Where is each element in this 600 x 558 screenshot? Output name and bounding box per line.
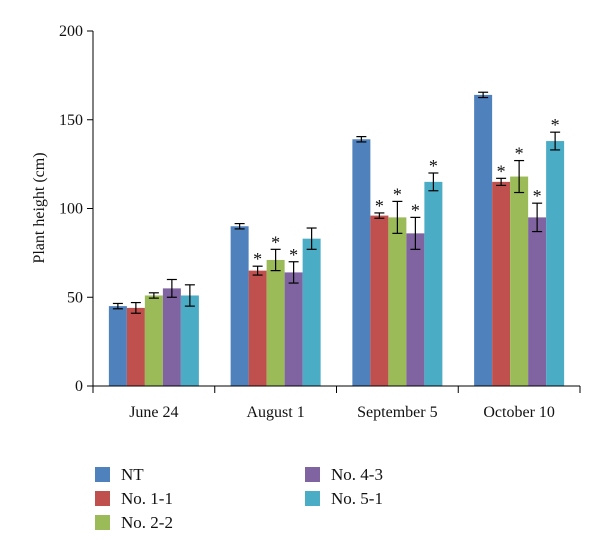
significance-marker: *: [253, 249, 262, 269]
significance-marker: *: [497, 161, 506, 181]
bar: [230, 226, 249, 386]
y-tick-label: 50: [67, 289, 83, 306]
legend-item: No. 4-3: [305, 465, 383, 484]
bar: [180, 295, 199, 386]
bar: [492, 181, 511, 386]
legend-item: No. 5-1: [305, 489, 383, 508]
legend-item: NT: [95, 465, 144, 484]
bar: [352, 139, 371, 386]
x-tick-label: September 5: [357, 404, 437, 421]
legend-label: No. 5-1: [331, 489, 383, 508]
significance-marker: *: [551, 115, 560, 135]
y-tick-label: 0: [75, 378, 83, 395]
x-tick-label: June 24: [129, 404, 178, 421]
bar: [388, 217, 407, 386]
bar: [266, 259, 285, 386]
bar: [126, 307, 145, 386]
y-axis-label: Plant height (cm): [31, 152, 48, 263]
y-tick-label: 150: [59, 112, 83, 129]
significance-marker: *: [375, 196, 384, 216]
legend-swatch: [305, 467, 320, 482]
bar: [302, 238, 321, 386]
y-tick-label: 200: [59, 23, 83, 40]
bar: [248, 270, 267, 386]
bar: [162, 288, 181, 386]
x-tick-label: August 1: [247, 404, 305, 421]
bar: [424, 181, 443, 386]
x-tick-label: October 10: [483, 404, 555, 421]
legend-label: No. 4-3: [331, 465, 383, 484]
significance-marker: *: [411, 200, 420, 220]
significance-marker: *: [393, 184, 402, 204]
legend-item: No. 2-2: [95, 513, 173, 532]
y-tick-label: 100: [59, 201, 83, 218]
bar: [370, 215, 389, 386]
bar: [474, 94, 493, 387]
significance-marker: *: [533, 186, 542, 206]
legend-label: NT: [121, 465, 144, 484]
significance-marker: *: [429, 156, 438, 176]
legend-item: No. 1-1: [95, 489, 173, 508]
significance-marker: *: [271, 232, 280, 252]
legend-swatch: [95, 491, 110, 506]
significance-marker: *: [289, 245, 298, 265]
legend-swatch: [305, 491, 320, 506]
legend-swatch: [95, 467, 110, 482]
legend-swatch: [95, 515, 110, 530]
significance-marker: *: [515, 144, 524, 164]
bar: [510, 176, 529, 386]
bar: [546, 141, 565, 386]
bar: [528, 217, 547, 386]
bar: [108, 306, 127, 386]
bar: [144, 295, 163, 386]
legend-label: No. 2-2: [121, 513, 173, 532]
bar: [284, 272, 303, 386]
bar: [406, 233, 425, 386]
legend-label: No. 1-1: [121, 489, 173, 508]
